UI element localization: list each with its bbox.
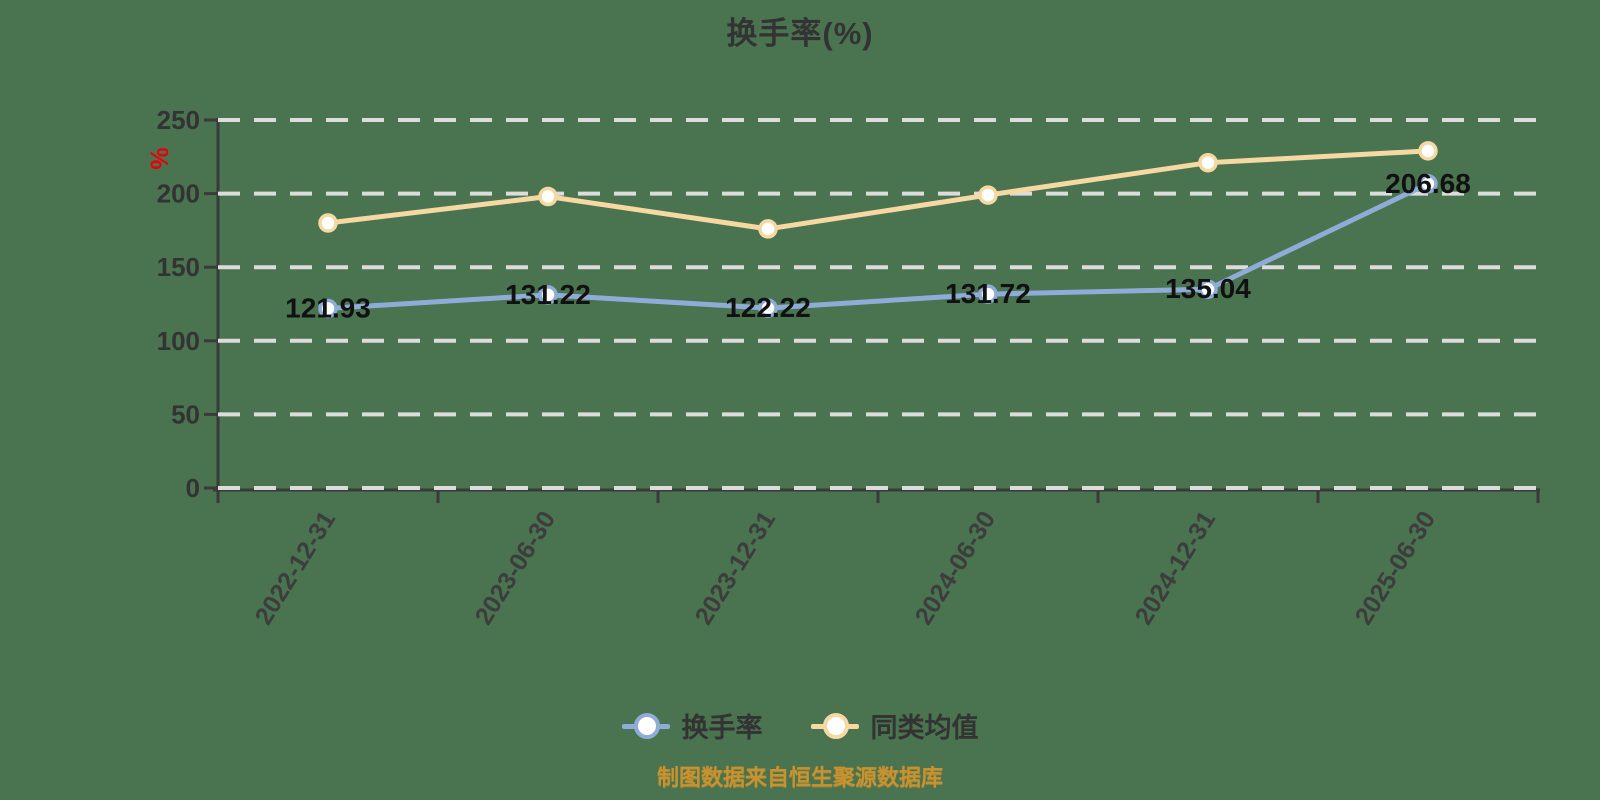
x-axis-label: 2024-06-30	[910, 506, 1002, 629]
data-point[interactable]	[318, 213, 338, 233]
legend-item-category-average[interactable]: 同类均值	[810, 706, 979, 745]
y-axis-label: 100	[157, 326, 200, 356]
y-axis-label: 200	[157, 179, 200, 209]
data-point[interactable]	[978, 284, 998, 304]
y-axis-label: 50	[171, 399, 200, 429]
data-point-label: 121.93	[285, 293, 371, 324]
data-point-label: 135.04	[1165, 273, 1251, 304]
x-axis-label: 2023-12-31	[690, 506, 782, 629]
y-axis-label: 250	[157, 105, 200, 135]
legend: 换手率 同类均值	[0, 706, 1600, 745]
x-axis-label: 2022-12-31	[250, 506, 342, 629]
x-axis-label: 2025-06-30	[1350, 506, 1442, 629]
data-point-label: 206.68	[1385, 168, 1471, 199]
data-point[interactable]	[1198, 279, 1218, 299]
data-point[interactable]	[318, 298, 338, 319]
legend-item-turnover[interactable]: 换手率	[621, 706, 763, 745]
average-series-marker-icon	[810, 712, 859, 739]
x-axis-label: 2024-12-31	[1130, 506, 1222, 629]
data-point[interactable]	[538, 285, 558, 305]
chart-title: 换手率(%)	[726, 16, 874, 51]
legend-circle-icon	[633, 712, 660, 739]
x-axis-label: 2023-06-30	[470, 506, 562, 629]
turnover-series-marker-icon	[621, 712, 670, 739]
data-point-label: 131.22	[505, 279, 591, 310]
data-source-caption: 制图数据来自恒生聚源数据库	[656, 765, 943, 790]
series-line-category-average	[325, 148, 1431, 232]
y-axis-label: 150	[157, 252, 200, 282]
data-point[interactable]	[538, 186, 558, 207]
y-axis-label: 0	[186, 473, 200, 503]
data-point[interactable]	[758, 219, 778, 239]
data-point-label: 131.72	[945, 278, 1031, 309]
data-point[interactable]	[978, 185, 998, 205]
data-point[interactable]	[1198, 152, 1218, 173]
legend-label-turnover: 换手率	[681, 713, 763, 743]
data-point[interactable]	[1418, 174, 1438, 194]
data-point[interactable]	[758, 298, 778, 318]
legend-label-category-average: 同类均值	[870, 713, 979, 743]
legend-circle-icon	[822, 712, 849, 739]
data-point-label: 122.22	[725, 292, 811, 323]
data-point[interactable]	[1418, 141, 1438, 161]
series-line-turnover	[325, 181, 1431, 312]
